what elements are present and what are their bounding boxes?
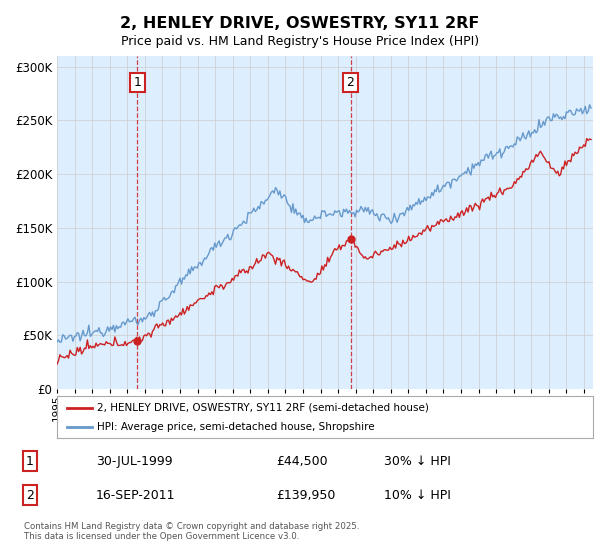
Text: Price paid vs. HM Land Registry's House Price Index (HPI): Price paid vs. HM Land Registry's House … [121, 35, 479, 48]
Text: HPI: Average price, semi-detached house, Shropshire: HPI: Average price, semi-detached house,… [97, 422, 375, 432]
Text: 30% ↓ HPI: 30% ↓ HPI [384, 455, 451, 468]
Text: 16-SEP-2011: 16-SEP-2011 [96, 489, 176, 502]
Text: 2: 2 [26, 489, 34, 502]
Text: 2, HENLEY DRIVE, OSWESTRY, SY11 2RF: 2, HENLEY DRIVE, OSWESTRY, SY11 2RF [121, 16, 479, 31]
Text: £139,950: £139,950 [276, 489, 335, 502]
Text: 2: 2 [347, 76, 355, 90]
Text: 1: 1 [26, 455, 34, 468]
Text: £44,500: £44,500 [276, 455, 328, 468]
Text: 1: 1 [134, 76, 142, 90]
Text: 30-JUL-1999: 30-JUL-1999 [96, 455, 173, 468]
Text: 2, HENLEY DRIVE, OSWESTRY, SY11 2RF (semi-detached house): 2, HENLEY DRIVE, OSWESTRY, SY11 2RF (sem… [97, 403, 429, 413]
Text: Contains HM Land Registry data © Crown copyright and database right 2025.
This d: Contains HM Land Registry data © Crown c… [24, 522, 359, 542]
Text: 10% ↓ HPI: 10% ↓ HPI [384, 489, 451, 502]
